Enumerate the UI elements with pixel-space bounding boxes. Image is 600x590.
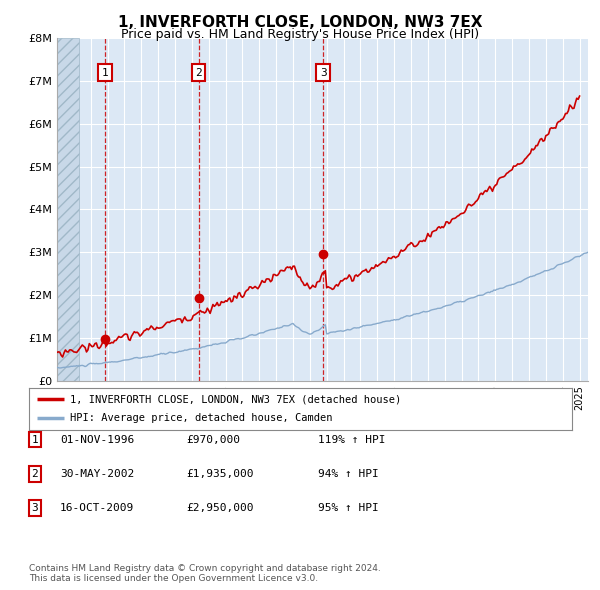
Text: 1: 1 (31, 435, 38, 444)
Text: 2: 2 (196, 68, 202, 77)
Text: 16-OCT-2009: 16-OCT-2009 (60, 503, 134, 513)
Text: 3: 3 (320, 68, 326, 77)
Text: £1,935,000: £1,935,000 (186, 469, 254, 478)
Text: 95% ↑ HPI: 95% ↑ HPI (318, 503, 379, 513)
Text: HPI: Average price, detached house, Camden: HPI: Average price, detached house, Camd… (70, 414, 332, 424)
Text: £970,000: £970,000 (186, 435, 240, 444)
Text: 2: 2 (31, 469, 38, 478)
Bar (57, 38, 79, 381)
Text: 119% ↑ HPI: 119% ↑ HPI (318, 435, 386, 444)
Text: £2,950,000: £2,950,000 (186, 503, 254, 513)
Text: 30-MAY-2002: 30-MAY-2002 (60, 469, 134, 478)
Text: 01-NOV-1996: 01-NOV-1996 (60, 435, 134, 444)
Text: 94% ↑ HPI: 94% ↑ HPI (318, 469, 379, 478)
Text: 1: 1 (101, 68, 108, 77)
Text: Contains HM Land Registry data © Crown copyright and database right 2024.
This d: Contains HM Land Registry data © Crown c… (29, 563, 380, 583)
Text: 3: 3 (31, 503, 38, 513)
Text: 1, INVERFORTH CLOSE, LONDON, NW3 7EX: 1, INVERFORTH CLOSE, LONDON, NW3 7EX (118, 15, 482, 30)
Text: Price paid vs. HM Land Registry's House Price Index (HPI): Price paid vs. HM Land Registry's House … (121, 28, 479, 41)
Text: 1, INVERFORTH CLOSE, LONDON, NW3 7EX (detached house): 1, INVERFORTH CLOSE, LONDON, NW3 7EX (de… (70, 394, 401, 404)
